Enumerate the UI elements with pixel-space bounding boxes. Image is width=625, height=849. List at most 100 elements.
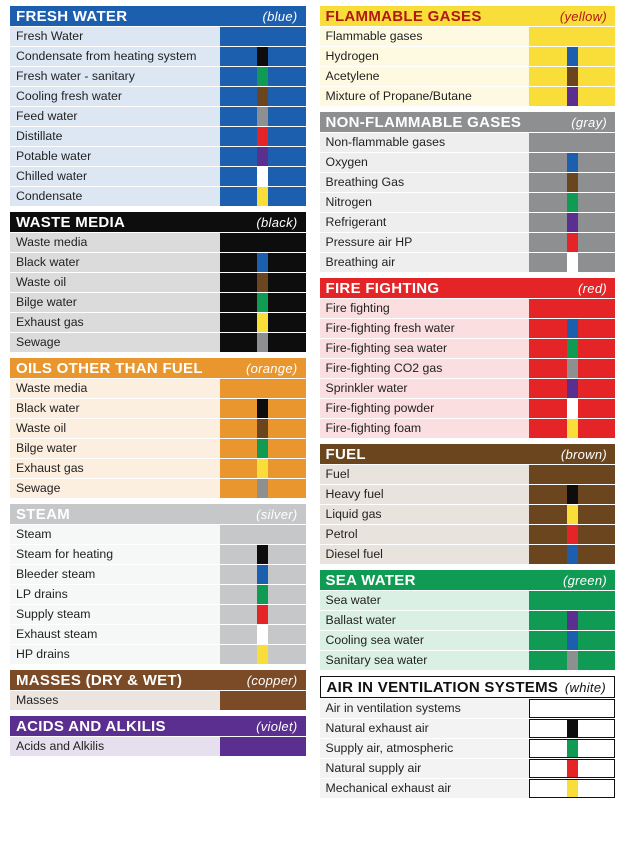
color-swatch — [220, 147, 306, 166]
table-row: Masses — [10, 691, 306, 710]
stripe — [567, 359, 578, 378]
color-swatch — [529, 339, 615, 358]
section: FLAMMABLE GASES(yellow)Flammable gasesHy… — [320, 6, 616, 106]
stripe — [567, 720, 578, 737]
section: FIRE FIGHTING(red)Fire fightingFire-figh… — [320, 278, 616, 438]
color-swatch — [220, 737, 306, 756]
color-swatch — [220, 379, 306, 398]
table-row: Liquid gas — [320, 505, 616, 524]
table-row: Waste media — [10, 233, 306, 252]
color-swatch — [529, 699, 615, 718]
table-row: HP drains — [10, 645, 306, 664]
color-swatch — [529, 173, 615, 192]
color-swatch — [529, 399, 615, 418]
stripe — [257, 67, 268, 86]
stripe — [567, 379, 578, 398]
table-row: Fire-fighting sea water — [320, 339, 616, 358]
stripe — [257, 107, 268, 126]
stripe — [257, 293, 268, 312]
row-label: Bleeder steam — [10, 565, 220, 584]
color-swatch — [529, 759, 615, 778]
table-row: Refrigerant — [320, 213, 616, 232]
section: MASSES (DRY & WET)(copper)Masses — [10, 670, 306, 710]
table-row: Chilled water — [10, 167, 306, 186]
section-title: FIRE FIGHTING — [326, 280, 440, 297]
row-label: Heavy fuel — [320, 485, 530, 504]
table-row: Nitrogen — [320, 193, 616, 212]
stripe — [257, 87, 268, 106]
stripe — [567, 525, 578, 544]
table-row: Cooling sea water — [320, 631, 616, 650]
table-row: Fire fighting — [320, 299, 616, 318]
row-label: Ballast water — [320, 611, 530, 630]
table-row: Oxygen — [320, 153, 616, 172]
table-row: Breathing air — [320, 253, 616, 272]
stripe — [257, 625, 268, 644]
row-label: Cooling sea water — [320, 631, 530, 650]
left-column: FRESH WATER(blue)Fresh WaterCondensate f… — [10, 6, 306, 804]
table-row: Exhaust steam — [10, 625, 306, 644]
stripe — [257, 273, 268, 292]
stripe — [567, 253, 578, 272]
stripe — [567, 760, 578, 777]
row-label: Black water — [10, 399, 220, 418]
row-label: Fresh water - sanitary — [10, 67, 220, 86]
section-header: AIR IN VENTILATION SYSTEMS(white) — [320, 676, 616, 698]
color-swatch — [220, 691, 306, 710]
row-label: Black water — [10, 253, 220, 272]
row-label: Bilge water — [10, 293, 220, 312]
row-label: Acetylene — [320, 67, 530, 86]
color-swatch — [529, 87, 615, 106]
section-title: WASTE MEDIA — [16, 214, 125, 231]
row-label: Sea water — [320, 591, 530, 610]
color-swatch — [529, 651, 615, 670]
table-row: Natural supply air — [320, 759, 616, 778]
color-swatch — [529, 719, 615, 738]
section-color-label: (copper) — [247, 673, 298, 688]
stripe — [567, 399, 578, 418]
row-label: Waste media — [10, 379, 220, 398]
color-swatch — [220, 293, 306, 312]
row-label: Liquid gas — [320, 505, 530, 524]
section-color-label: (white) — [565, 680, 606, 695]
stripe — [257, 147, 268, 166]
row-label: Fire-fighting sea water — [320, 339, 530, 358]
table-row: Sewage — [10, 479, 306, 498]
section-header: SEA WATER(green) — [320, 570, 616, 590]
stripe — [567, 419, 578, 438]
row-label: Natural exhaust air — [320, 719, 530, 738]
section-header: WASTE MEDIA (black) — [10, 212, 306, 232]
right-column: FLAMMABLE GASES(yellow)Flammable gasesHy… — [320, 6, 616, 804]
table-row: Fresh Water — [10, 27, 306, 46]
table-row: Non-flammable gases — [320, 133, 616, 152]
color-swatch — [220, 253, 306, 272]
color-swatch — [529, 47, 615, 66]
section-title: SEA WATER — [326, 572, 416, 589]
row-label: Fire-fighting powder — [320, 399, 530, 418]
section-header: FUEL(brown) — [320, 444, 616, 464]
table-row: Steam — [10, 525, 306, 544]
section-header: NON-FLAMMABLE GASES(gray) — [320, 112, 616, 132]
color-swatch — [529, 631, 615, 650]
table-row: Fire-fighting fresh water — [320, 319, 616, 338]
row-label: Mixture of Propane/Butane — [320, 87, 530, 106]
stripe — [257, 565, 268, 584]
section-color-label: (black) — [256, 215, 297, 230]
stripe — [567, 545, 578, 564]
row-label: Exhaust gas — [10, 459, 220, 478]
section-color-label: (brown) — [561, 447, 607, 462]
row-label: Chilled water — [10, 167, 220, 186]
color-swatch — [220, 399, 306, 418]
color-swatch — [529, 193, 615, 212]
stripe — [257, 605, 268, 624]
section: SEA WATER(green)Sea waterBallast waterCo… — [320, 570, 616, 670]
stripe — [567, 651, 578, 670]
color-swatch — [220, 479, 306, 498]
row-label: Exhaust steam — [10, 625, 220, 644]
row-label: Potable water — [10, 147, 220, 166]
color-swatch — [529, 233, 615, 252]
row-label: Fire-fighting fresh water — [320, 319, 530, 338]
color-swatch — [529, 213, 615, 232]
row-label: Oxygen — [320, 153, 530, 172]
table-row: Potable water — [10, 147, 306, 166]
